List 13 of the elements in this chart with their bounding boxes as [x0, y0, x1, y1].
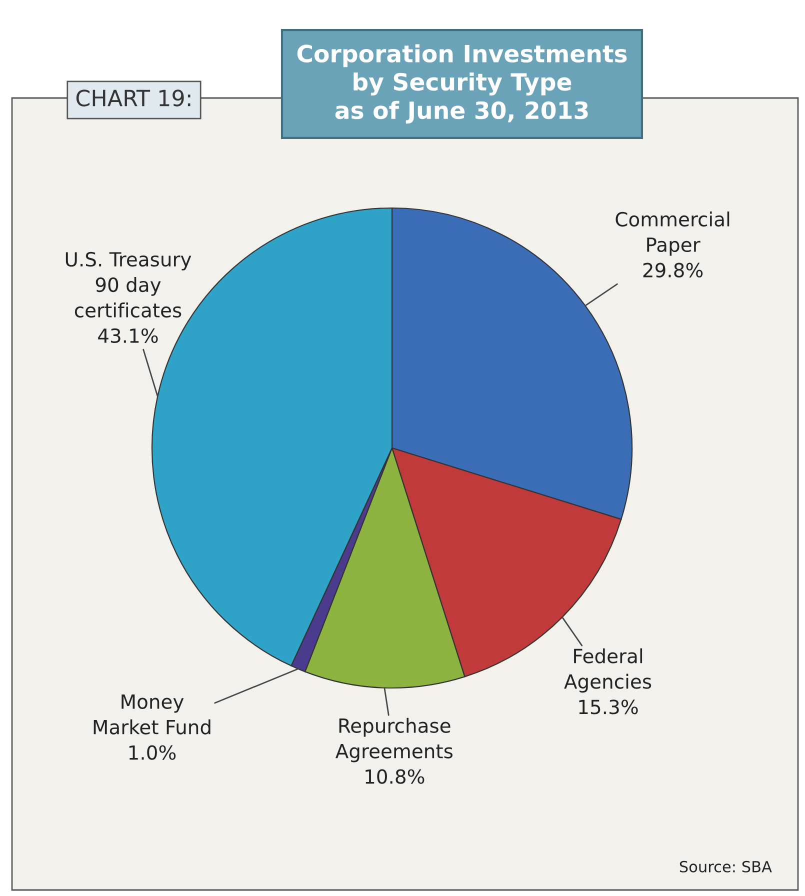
data-label: 1.0%	[129, 745, 176, 760]
data-label: 29.8%	[643, 262, 703, 278]
data-label: 15.3%	[579, 700, 638, 714]
data-label: 43.1%	[98, 328, 158, 344]
slice-label: Repurchase Agreements	[335, 718, 453, 762]
data-label: 10.8%	[366, 769, 424, 784]
caption: CHART 19:	[76, 90, 190, 106]
slice-label: Federal Agencies	[564, 648, 652, 693]
slice-label: U.S. Treasury 90 day certificates	[66, 252, 192, 318]
chart-title: Corporation Investments by Security Type as of June 30, 2013	[297, 44, 627, 124]
slice-label: Commercial Paper	[616, 212, 730, 256]
source-note: Source: SBA	[680, 860, 772, 872]
slice-label: Money Market Fund	[94, 694, 210, 734]
